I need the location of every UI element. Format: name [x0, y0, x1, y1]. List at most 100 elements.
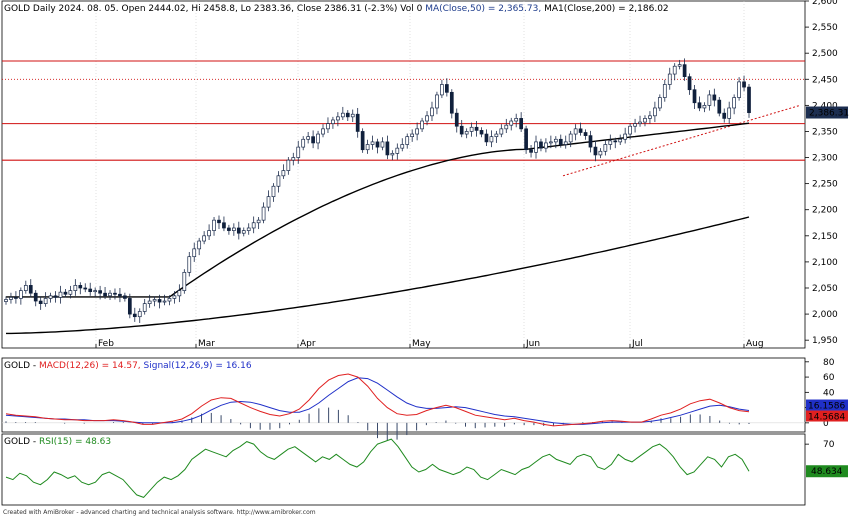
candle-body [549, 141, 553, 144]
macd-value-badge [806, 410, 848, 422]
candle-body [232, 227, 236, 231]
candle-body [63, 291, 68, 295]
price-header: GOLD Daily 2024. 08. 05. Open 2444.02, H… [4, 4, 669, 14]
price-axis-label: 2,400 [812, 101, 838, 111]
candle-body [385, 141, 390, 156]
candle-body [241, 230, 246, 234]
rsi-line [5, 438, 750, 498]
month-label: Aug [746, 339, 764, 349]
candle-body [152, 299, 157, 302]
candle-body [182, 271, 187, 291]
trendline [562, 104, 801, 177]
candle-body [727, 107, 732, 119]
candle-body [207, 230, 211, 237]
macd-axis-label: 80 [823, 358, 835, 368]
candle-body [504, 124, 509, 130]
rsi-symbol-label: GOLD [4, 437, 30, 447]
candle-body [137, 311, 142, 318]
candle-body [236, 227, 241, 234]
candle-body [425, 115, 429, 122]
ma50-label: MA(Close,50) = 2,365.73, [425, 4, 541, 14]
candle-body [123, 295, 127, 299]
candle-body [360, 131, 365, 151]
candle-body [648, 115, 652, 119]
candle-body [33, 292, 38, 302]
candle-body [578, 128, 583, 133]
candle-body [662, 84, 667, 98]
candle-body [192, 248, 197, 258]
candle-body [340, 112, 345, 118]
price-axis-label: 2,050 [812, 284, 838, 294]
rsi-panel-frame [1, 433, 806, 506]
month-label: May [412, 339, 431, 349]
price-axis-label: 2,100 [812, 258, 838, 268]
candle-body [261, 206, 266, 221]
candle-body [544, 142, 548, 149]
candle-body [583, 132, 588, 136]
price-axis-label: 2,450 [812, 75, 838, 85]
price-panel-frame [1, 0, 806, 349]
macd-axis-label: 60 [823, 373, 835, 383]
candle-body [430, 107, 434, 117]
candle-body [276, 175, 281, 187]
candle-body [103, 292, 107, 297]
candle-body [331, 119, 335, 124]
candle-body [479, 130, 484, 135]
candle-body [534, 141, 538, 153]
candle-body [633, 123, 637, 127]
candle-body [350, 113, 355, 118]
candle-body [227, 227, 231, 231]
candle-body [677, 64, 682, 67]
macd-symbol-label: GOLD [4, 361, 30, 371]
candle-body [43, 298, 48, 304]
symbol-label: GOLD [4, 4, 30, 14]
candle-body [28, 285, 33, 294]
candle-body [281, 170, 286, 177]
candle-body [667, 73, 672, 85]
candle-body [613, 140, 618, 143]
signal-label: Signal(12,26,9) = 16.16 [144, 361, 252, 371]
candle-body [692, 89, 697, 104]
candle-body [608, 140, 613, 145]
month-label: Mar [198, 339, 215, 349]
candle-body [326, 123, 330, 130]
signal-line [5, 377, 750, 425]
candle-body [108, 292, 112, 297]
candle-body [519, 118, 523, 130]
candle-body [638, 121, 642, 124]
last-close-label: 2,386.31 [809, 109, 849, 119]
candle-body [742, 81, 746, 88]
candle-body [355, 113, 360, 132]
candle-body [702, 105, 707, 109]
candle-body [747, 86, 751, 114]
candle-body [375, 141, 380, 148]
rsi-value-badge [806, 465, 848, 478]
candle-body [311, 136, 315, 144]
candle-body [147, 300, 152, 304]
candle-body [499, 128, 504, 135]
candle-body [172, 295, 177, 299]
candle-body [598, 150, 603, 156]
candle-body [563, 141, 568, 145]
candle-body [722, 112, 727, 119]
candle-body [306, 136, 311, 140]
candle-body [336, 116, 340, 121]
candle-body [509, 120, 514, 126]
candle-body [464, 131, 469, 135]
ma200-label: MA1(Close,200) = 2,186.02 [544, 4, 669, 14]
candle-body [449, 91, 454, 114]
candle-body [474, 126, 479, 131]
price-axis-label: 2,600 [812, 0, 838, 7]
candle-body [390, 153, 395, 156]
candle-body [202, 235, 206, 242]
last-close-badge [806, 106, 848, 119]
candle-body [435, 94, 439, 109]
candle-body [682, 64, 687, 78]
candle-body [127, 298, 132, 315]
candle-body [489, 136, 494, 143]
macd-value-label: 14.5684 [808, 413, 845, 423]
candle-body [454, 112, 459, 127]
candle-body [98, 290, 102, 294]
candle-body [167, 298, 172, 302]
candle-body [588, 135, 593, 148]
